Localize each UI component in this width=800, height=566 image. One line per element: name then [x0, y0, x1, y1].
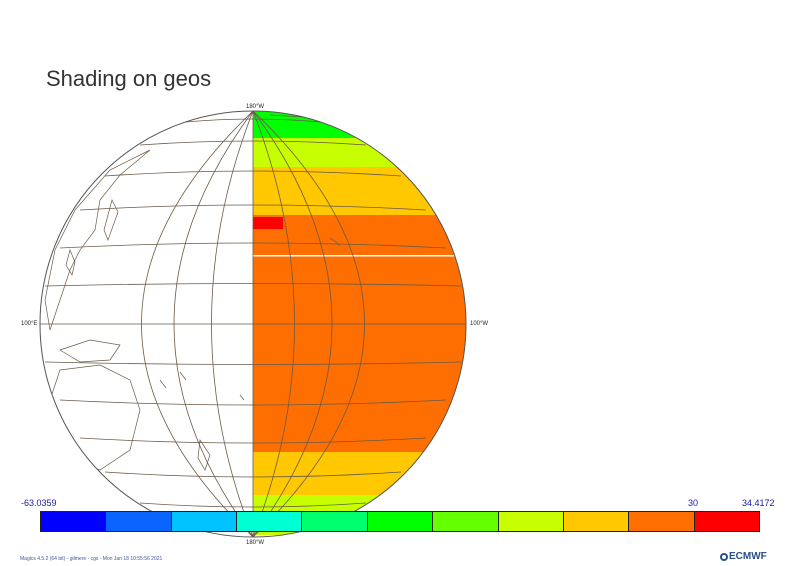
colorbar-segment: [563, 512, 630, 531]
colorbar-segment: [41, 512, 107, 531]
graticule: [40, 111, 466, 537]
meridian-west-1: [211, 111, 254, 537]
meridian-east-2: [252, 111, 333, 537]
coast-australia: [49, 364, 141, 471]
coast-philippines: [65, 248, 76, 276]
shade-orange-main: [253, 215, 466, 455]
coast-newguinea: [59, 339, 121, 363]
colorbar-segment: [367, 512, 434, 531]
meridian-east-3: [252, 111, 365, 537]
ecmwf-logo-text: ECMWF: [729, 551, 767, 562]
page-title: Shading on geos: [46, 66, 212, 91]
meridian-west-2: [173, 111, 254, 537]
colorbar-segment: [237, 512, 303, 531]
colorbar-segment: [171, 512, 238, 531]
globe-outline: [39, 110, 467, 538]
colorbar: [40, 511, 760, 532]
grid-label-top: 180°W: [246, 104, 265, 110]
shade-red-tongue: [253, 217, 283, 229]
colorbar-max-label: 34.4172: [742, 498, 775, 508]
coast-asia: [44, 149, 151, 331]
meridian-west-3: [141, 111, 254, 537]
grid-label-bottom: 180°W: [246, 540, 265, 546]
colorbar-segment: [106, 512, 172, 531]
coast-islands: [159, 371, 245, 401]
colorbar-segment: [498, 512, 564, 531]
footer-text: Magics 4.5.2 (64 bit) - gilmere - cgs - …: [20, 556, 163, 562]
shade-green-north: [253, 111, 466, 138]
colorbar-segment: [629, 512, 695, 531]
coast-hawaii: [329, 237, 341, 247]
ecmwf-logo: ECMWF: [720, 551, 767, 562]
coast-japan: [103, 199, 119, 241]
coast-newzealand: [197, 439, 211, 471]
ecmwf-logo-mark: [720, 552, 728, 561]
grid-label-left: 100°E: [21, 321, 38, 327]
colorbar-min-label: -63.0359: [21, 498, 57, 508]
shade-white-line: [253, 255, 466, 257]
colorbar-segment: [302, 512, 368, 531]
grid-label-right: 100°W: [470, 321, 489, 327]
meridian-east-1: [252, 111, 295, 537]
shade-orange-yellow-north: [253, 165, 466, 215]
colorbar-mid-label: 30: [688, 498, 699, 508]
colorbar-segment: [433, 512, 499, 531]
colorbar-segment: [694, 512, 759, 531]
